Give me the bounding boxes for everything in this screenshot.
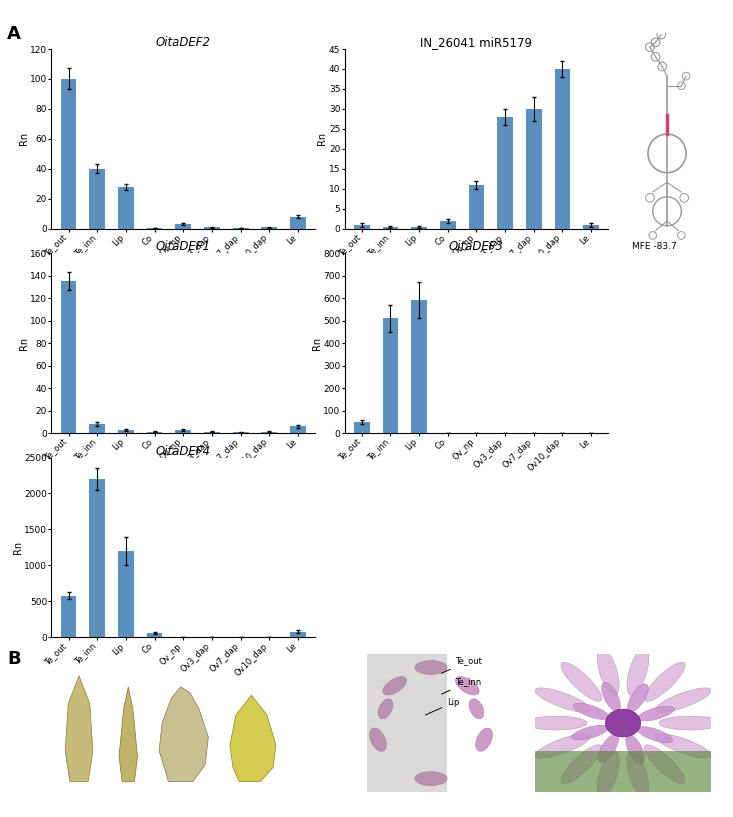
Text: B: B (7, 650, 21, 667)
Ellipse shape (644, 745, 685, 784)
Bar (204, 227, 220, 229)
Ellipse shape (626, 734, 644, 764)
Bar (89, 479, 105, 637)
Bar (118, 187, 134, 229)
Bar (61, 281, 76, 433)
Bar (89, 424, 105, 433)
Ellipse shape (598, 734, 619, 762)
Y-axis label: Rn: Rn (12, 541, 23, 554)
Bar (147, 633, 163, 637)
Ellipse shape (602, 682, 620, 712)
Bar (89, 169, 105, 229)
Ellipse shape (644, 663, 685, 701)
Ellipse shape (561, 663, 602, 701)
Text: Te_out: Te_out (65, 784, 93, 793)
Text: MFE -83.7: MFE -83.7 (632, 242, 677, 251)
Ellipse shape (627, 751, 649, 798)
Ellipse shape (526, 716, 587, 730)
Ellipse shape (455, 676, 479, 695)
Y-axis label: Rn: Rn (18, 337, 29, 350)
Ellipse shape (659, 716, 721, 730)
Circle shape (605, 709, 641, 737)
Bar (118, 551, 134, 637)
Bar (61, 596, 76, 637)
Bar (497, 117, 513, 229)
Ellipse shape (383, 676, 407, 695)
Title: OitaDEF2: OitaDEF2 (155, 36, 211, 49)
Bar (204, 432, 220, 433)
Ellipse shape (597, 648, 619, 695)
Bar (175, 430, 191, 433)
Bar (411, 301, 427, 433)
Text: Te_out: Te_out (441, 656, 482, 673)
Bar (411, 227, 427, 229)
Polygon shape (65, 676, 93, 781)
Ellipse shape (469, 699, 484, 719)
Text: Lip: Lip (425, 698, 460, 715)
Bar (383, 227, 398, 229)
Bar (290, 632, 306, 637)
Y-axis label: Rn: Rn (317, 132, 328, 145)
Polygon shape (159, 687, 208, 781)
Ellipse shape (573, 703, 609, 720)
Ellipse shape (597, 751, 619, 798)
Bar (290, 217, 306, 229)
Polygon shape (366, 654, 447, 792)
Ellipse shape (638, 706, 674, 721)
Title: OitaDEF1: OitaDEF1 (155, 240, 211, 253)
Title: OitaDEF3: OitaDEF3 (449, 240, 504, 253)
Text: Te_inn: Te_inn (441, 677, 482, 694)
Ellipse shape (561, 745, 602, 784)
Ellipse shape (535, 734, 591, 758)
Ellipse shape (535, 688, 591, 712)
Bar (262, 227, 277, 229)
Ellipse shape (415, 660, 447, 675)
Bar (468, 185, 485, 229)
Text: Lip: Lip (179, 784, 192, 793)
Y-axis label: Rn: Rn (312, 337, 322, 350)
Polygon shape (119, 687, 138, 781)
Bar (555, 69, 570, 229)
Ellipse shape (476, 728, 493, 752)
Bar (61, 79, 76, 229)
Text: A: A (7, 25, 21, 42)
Ellipse shape (369, 728, 386, 752)
Bar (440, 221, 456, 229)
Bar (262, 432, 277, 433)
Bar (354, 422, 369, 433)
Bar (583, 225, 599, 229)
Bar (383, 319, 398, 433)
Ellipse shape (655, 688, 711, 712)
Text: Co: Co (246, 784, 257, 793)
Bar (118, 430, 134, 433)
Bar (147, 432, 163, 433)
Bar (354, 225, 369, 229)
Ellipse shape (655, 734, 711, 758)
Ellipse shape (378, 699, 393, 719)
Ellipse shape (415, 771, 447, 786)
Bar (175, 224, 191, 229)
Ellipse shape (627, 648, 649, 695)
Polygon shape (535, 751, 711, 792)
Title: IN_26041 miR5179: IN_26041 miR5179 (421, 36, 532, 49)
Bar (526, 109, 542, 229)
Ellipse shape (572, 725, 608, 740)
Ellipse shape (627, 684, 648, 712)
Polygon shape (230, 695, 276, 781)
Ellipse shape (637, 726, 673, 743)
Title: OitaDEF4: OitaDEF4 (155, 444, 211, 458)
Y-axis label: Rn: Rn (18, 132, 29, 145)
Text: Te_inn: Te_inn (114, 784, 142, 793)
Bar (290, 426, 306, 433)
